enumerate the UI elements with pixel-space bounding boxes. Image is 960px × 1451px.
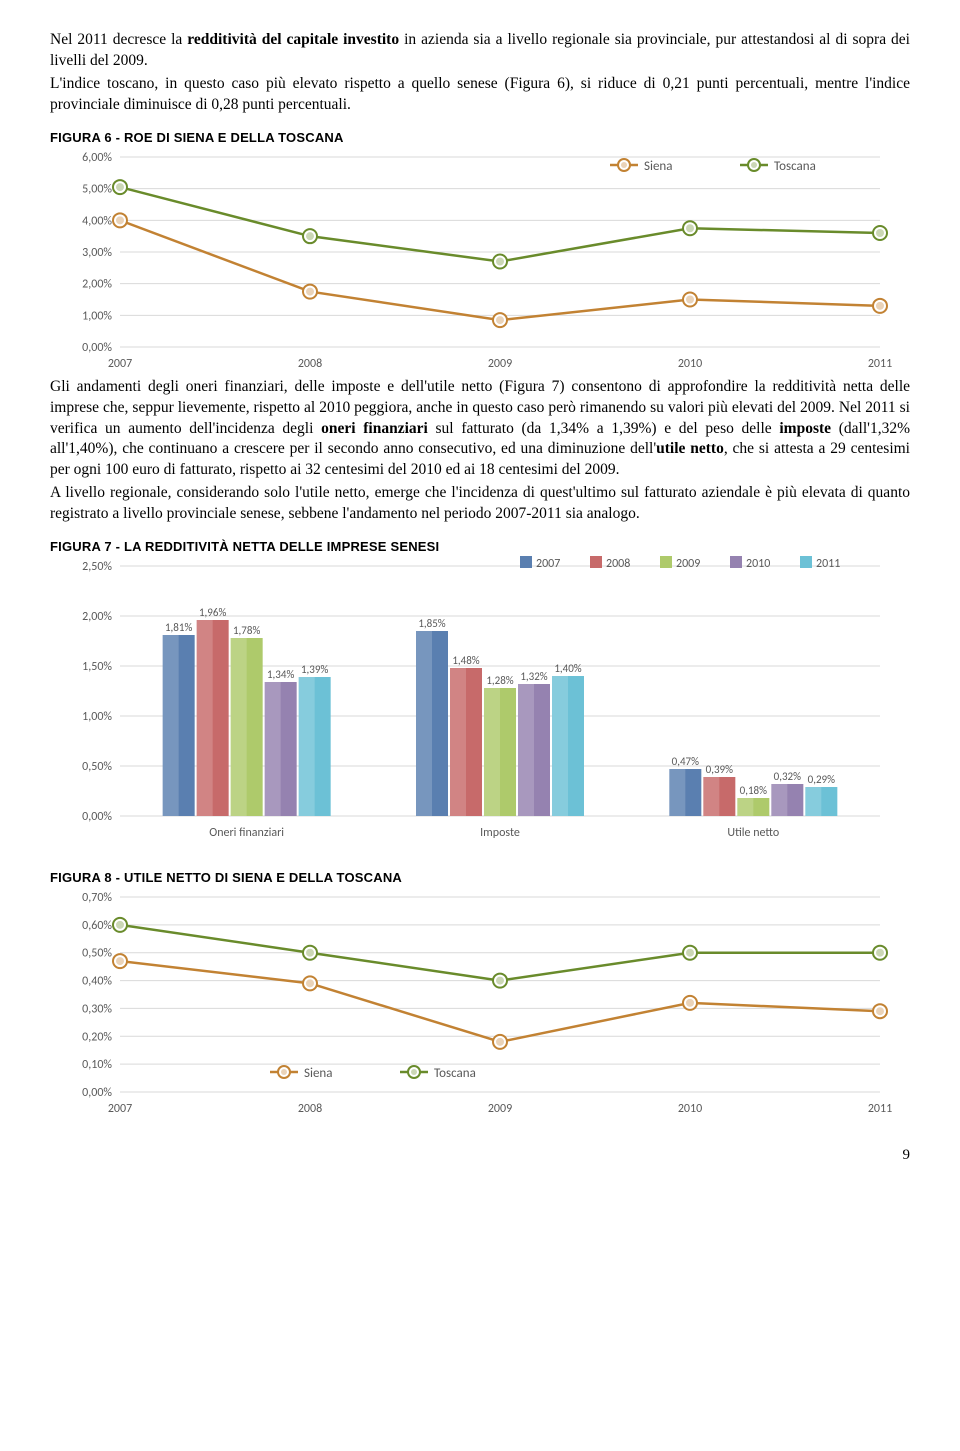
svg-text:Utile netto: Utile netto	[727, 826, 779, 840]
svg-text:2008: 2008	[298, 357, 322, 371]
svg-text:2011: 2011	[816, 557, 840, 571]
svg-text:2010: 2010	[678, 357, 702, 371]
svg-text:2009: 2009	[676, 557, 700, 571]
svg-text:0,60%: 0,60%	[82, 919, 112, 933]
svg-text:1,00%: 1,00%	[82, 309, 112, 323]
svg-text:1,50%: 1,50%	[82, 660, 112, 674]
figure6-chart: 0,00% 1,00% 2,00% 3,00% 4,00% 5,00% 6,00% 2007 2…	[50, 147, 910, 377]
svg-text:4,00%: 4,00%	[82, 214, 112, 228]
svg-text:1,78%: 1,78%	[233, 624, 260, 637]
svg-text:2007: 2007	[108, 1102, 132, 1116]
svg-text:0,29%: 0,29%	[808, 773, 835, 786]
svg-text:Siena: Siena	[644, 159, 672, 174]
svg-text:0,47%: 0,47%	[672, 755, 699, 768]
svg-text:0,00%: 0,00%	[82, 1086, 112, 1100]
svg-text:0,32%: 0,32%	[774, 770, 801, 783]
svg-text:5,00%: 5,00%	[82, 182, 112, 196]
svg-text:1,28%: 1,28%	[486, 674, 513, 687]
svg-text:Oneri finanziari: Oneri finanziari	[209, 826, 284, 840]
svg-text:0,18%: 0,18%	[740, 784, 767, 797]
svg-text:1,81%: 1,81%	[165, 621, 192, 634]
body-paragraph: Nel 2011 decresce la redditività del cap…	[50, 30, 910, 72]
svg-text:0,20%: 0,20%	[82, 1030, 112, 1044]
svg-text:0,50%: 0,50%	[82, 947, 112, 961]
svg-text:2009: 2009	[488, 1102, 512, 1116]
svg-text:1,96%: 1,96%	[199, 606, 226, 619]
svg-text:2,00%: 2,00%	[82, 610, 112, 624]
svg-text:0,00%: 0,00%	[82, 810, 112, 824]
svg-text:0,70%: 0,70%	[82, 891, 112, 905]
svg-text:Imposte: Imposte	[480, 826, 520, 840]
figure7-title: FIGURA 7 - LA REDDITIVITÀ NETTA DELLE IM…	[50, 539, 910, 554]
svg-text:1,34%: 1,34%	[267, 668, 294, 681]
svg-text:2011: 2011	[868, 357, 892, 371]
svg-text:1,48%: 1,48%	[452, 654, 479, 667]
svg-text:0,40%: 0,40%	[82, 975, 112, 989]
page-number: 9	[50, 1147, 910, 1164]
svg-text:Toscana: Toscana	[774, 159, 816, 174]
svg-text:2007: 2007	[108, 357, 132, 371]
figure8-chart: 0,00% 0,10% 0,20% 0,30% 0,40% 0,50% 0,60% 0,70%…	[50, 887, 910, 1127]
figure8-title: FIGURA 8 - UTILE NETTO DI SIENA E DELLA …	[50, 870, 910, 885]
body-paragraph: L'indice toscano, in questo caso più ele…	[50, 74, 910, 116]
svg-text:2009: 2009	[488, 357, 512, 371]
figure6-title: FIGURA 6 - ROE DI SIENA E DELLA TOSCANA	[50, 130, 910, 145]
svg-text:2007: 2007	[536, 557, 560, 571]
svg-text:2008: 2008	[606, 557, 630, 571]
svg-text:0,39%: 0,39%	[706, 763, 733, 776]
svg-text:Siena: Siena	[304, 1066, 332, 1081]
figure7-chart: 0,00% 0,50% 1,00% 1,50% 2,00% 2,50% 1,81% 1,96%…	[50, 556, 910, 856]
svg-text:0,10%: 0,10%	[82, 1058, 112, 1072]
svg-text:0,00%: 0,00%	[82, 341, 112, 355]
svg-text:1,39%: 1,39%	[301, 663, 328, 676]
svg-text:2010: 2010	[746, 557, 770, 571]
svg-text:1,40%: 1,40%	[554, 662, 581, 675]
svg-text:2,00%: 2,00%	[82, 277, 112, 291]
svg-text:0,30%: 0,30%	[82, 1003, 112, 1017]
body-paragraph: Gli andamenti degli oneri finanziari, de…	[50, 377, 910, 482]
svg-text:2010: 2010	[678, 1102, 702, 1116]
svg-text:1,85%: 1,85%	[418, 617, 445, 630]
svg-text:1,00%: 1,00%	[82, 710, 112, 724]
svg-text:Toscana: Toscana	[434, 1066, 476, 1081]
svg-text:2011: 2011	[868, 1102, 892, 1116]
svg-text:1,32%: 1,32%	[520, 670, 547, 683]
svg-text:3,00%: 3,00%	[82, 246, 112, 260]
body-paragraph: A livello regionale, considerando solo l…	[50, 483, 910, 525]
svg-text:6,00%: 6,00%	[82, 151, 112, 165]
svg-text:2,50%: 2,50%	[82, 560, 112, 574]
svg-text:0,50%: 0,50%	[82, 760, 112, 774]
svg-text:2008: 2008	[298, 1102, 322, 1116]
